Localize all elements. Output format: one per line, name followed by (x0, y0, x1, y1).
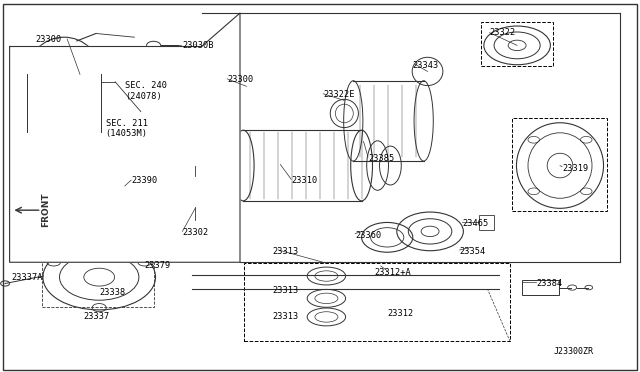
Text: 23300: 23300 (35, 35, 61, 44)
Bar (522, 280, 559, 295)
Text: FRONT: FRONT (42, 193, 51, 228)
Text: 23313: 23313 (272, 247, 298, 256)
Text: 23343: 23343 (413, 61, 439, 70)
Text: 23384: 23384 (536, 279, 563, 288)
Polygon shape (10, 13, 240, 262)
Text: 23379: 23379 (144, 262, 170, 270)
Text: 23338: 23338 (99, 288, 125, 296)
Text: SEC. 211
(14053M): SEC. 211 (14053M) (106, 119, 148, 138)
Text: 23313: 23313 (272, 312, 298, 321)
Text: 23310: 23310 (291, 176, 317, 185)
Text: 23300: 23300 (227, 76, 253, 84)
Bar (479, 215, 494, 230)
Text: 23312+A: 23312+A (374, 268, 411, 277)
Bar (16, 78, 198, 255)
Text: 23354: 23354 (460, 247, 486, 256)
Text: 23322E: 23322E (323, 90, 355, 99)
Text: 23337A: 23337A (12, 273, 43, 282)
Bar (512, 118, 607, 211)
Bar (42, 249, 154, 307)
Text: 23360: 23360 (355, 231, 381, 240)
Text: J23300ZR: J23300ZR (554, 347, 594, 356)
Text: SEC. 240
(24078): SEC. 240 (24078) (125, 81, 167, 101)
Text: 23302: 23302 (182, 228, 209, 237)
Text: 23319: 23319 (562, 164, 588, 173)
Text: 23312: 23312 (387, 309, 413, 318)
Text: 23030B: 23030B (182, 41, 214, 50)
Text: 23465: 23465 (462, 219, 488, 228)
Text: 23322: 23322 (490, 28, 516, 37)
Text: 23385: 23385 (368, 154, 394, 163)
Text: 23313: 23313 (272, 286, 298, 295)
Text: 23390: 23390 (131, 176, 157, 185)
Bar (244, 263, 510, 341)
Text: 23337: 23337 (83, 312, 109, 321)
Bar (481, 22, 553, 66)
